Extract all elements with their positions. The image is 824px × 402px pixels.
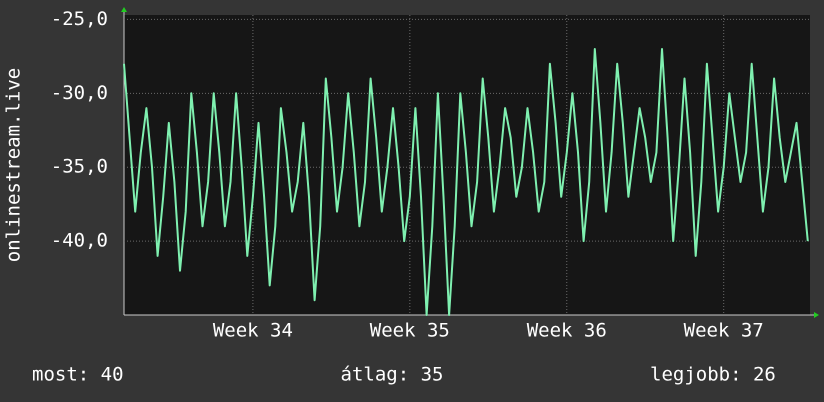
x-tick-label: Week 36 <box>527 320 607 342</box>
data-line <box>123 48 809 316</box>
stat-text: legjobb: 26 <box>650 364 776 386</box>
y-axis-label: onlinestream.live <box>3 68 25 262</box>
y-tick-label: -35,0 <box>51 156 108 178</box>
x-tick-label: Week 37 <box>684 320 764 342</box>
x-tick-label: Week 35 <box>370 320 450 342</box>
y-tick-label: -40,0 <box>51 230 108 252</box>
y-tick-label: -30,0 <box>51 82 108 104</box>
axis-arrow <box>814 312 819 318</box>
x-tick-label: Week 34 <box>213 320 293 342</box>
stat-text: most: 40 <box>32 364 124 386</box>
y-tick-label: -25,0 <box>51 8 108 30</box>
axis-arrow <box>121 7 127 12</box>
stat-text: átlag: 35 <box>341 364 444 386</box>
